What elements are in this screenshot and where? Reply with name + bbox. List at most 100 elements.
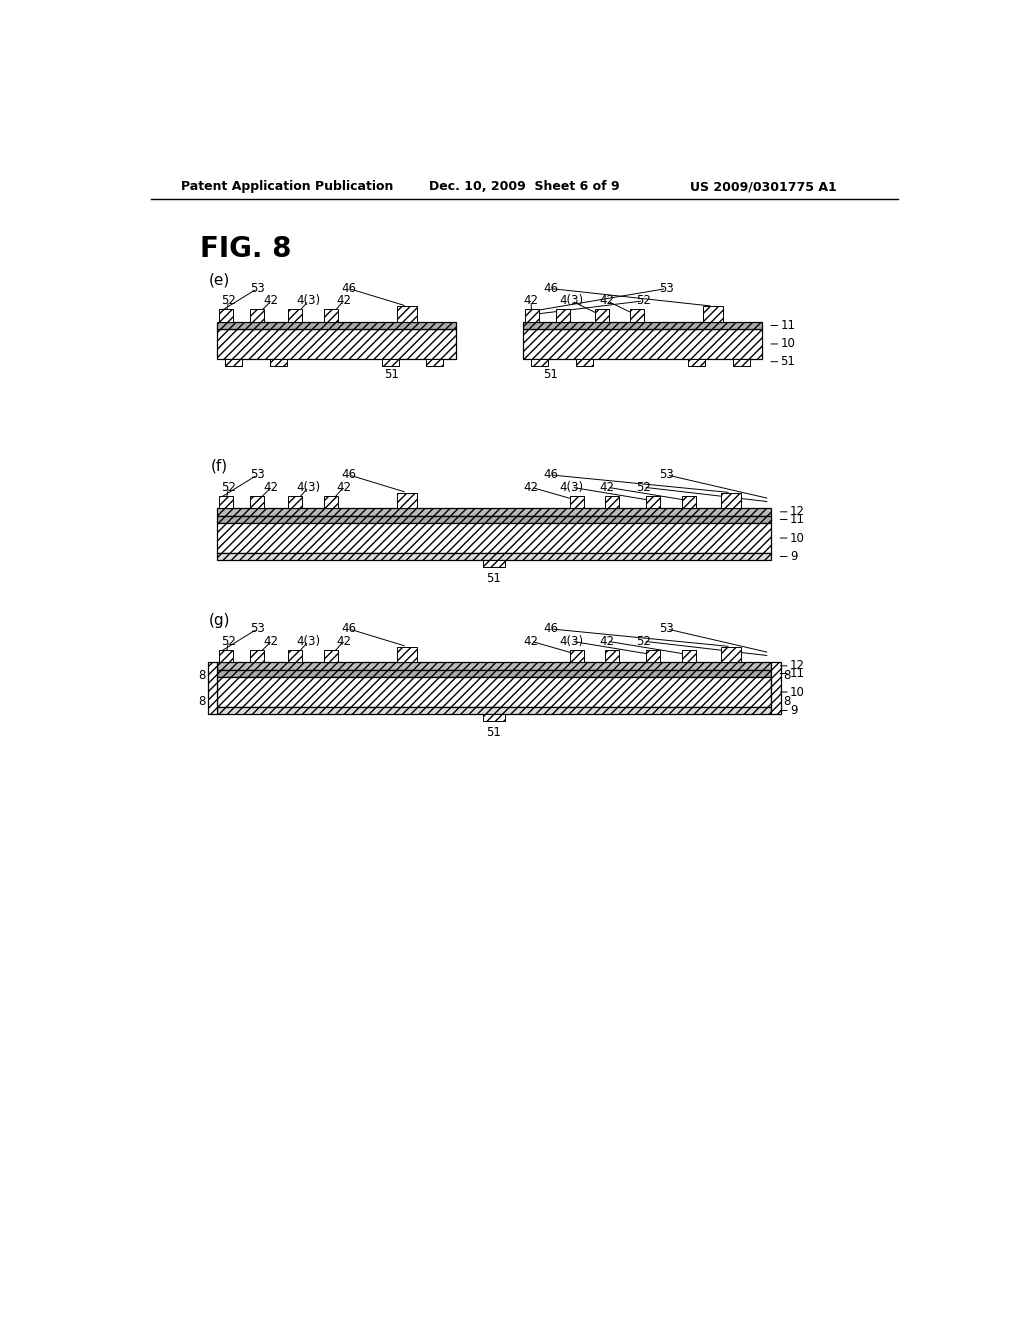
Text: 52: 52 [221,294,237,308]
Bar [531,359,548,366]
Bar [270,359,287,366]
Text: 42: 42 [523,294,539,308]
Bar [771,663,780,714]
Text: 42: 42 [264,480,279,494]
Bar [324,496,338,508]
Text: 11: 11 [780,319,796,333]
Text: 42: 42 [523,480,539,494]
Bar [208,663,217,714]
Bar [688,359,706,366]
Bar [217,553,771,561]
Bar [604,496,618,508]
Text: 10: 10 [780,338,796,351]
Bar [556,309,569,322]
Text: 9: 9 [790,550,798,564]
Text: 46: 46 [543,469,558,482]
Text: 46: 46 [543,282,558,296]
Text: 4(3): 4(3) [297,635,321,648]
Bar [569,649,584,663]
Bar [397,647,417,663]
Text: 9: 9 [790,704,798,717]
Bar [483,560,505,568]
Bar [397,492,417,508]
Bar [569,496,584,508]
Text: 11: 11 [790,667,805,680]
Text: Dec. 10, 2009  Sheet 6 of 9: Dec. 10, 2009 Sheet 6 of 9 [429,181,621,194]
Text: (e): (e) [209,272,230,288]
Text: 53: 53 [659,469,674,482]
Text: 42: 42 [336,480,351,494]
Bar [703,306,723,322]
Text: 4(3): 4(3) [297,480,321,494]
Text: (g): (g) [209,612,230,628]
Text: 42: 42 [264,635,279,648]
Bar [721,492,741,508]
Text: 42: 42 [599,294,614,308]
Text: 10: 10 [790,685,805,698]
Bar [732,359,750,366]
Bar [595,309,608,322]
Text: 53: 53 [250,282,265,296]
Bar [217,516,771,524]
Bar [217,706,771,714]
Text: 46: 46 [341,622,356,635]
Bar [289,649,302,663]
Text: 12: 12 [790,659,805,672]
Bar [630,309,644,322]
Bar [250,649,263,663]
Text: 8: 8 [783,694,791,708]
Text: FIG. 8: FIG. 8 [200,235,292,263]
Bar [217,508,771,516]
Bar [523,322,762,330]
Bar [219,496,232,508]
Bar [250,309,263,322]
Text: 52: 52 [636,294,651,308]
Bar [324,649,338,663]
Bar [250,496,263,508]
Text: 4(3): 4(3) [297,294,321,308]
Bar [219,649,232,663]
Text: 52: 52 [636,635,651,648]
Text: 8: 8 [198,668,206,681]
Text: 51: 51 [543,368,558,381]
Bar [721,647,741,663]
Bar [217,669,771,677]
Text: 4(3): 4(3) [559,480,584,494]
Text: Patent Application Publication: Patent Application Publication [180,181,393,194]
Bar [217,677,771,706]
Text: 12: 12 [790,506,805,519]
Bar [524,309,539,322]
Text: 51: 51 [780,355,796,368]
Bar [219,309,232,322]
Text: 10: 10 [790,532,805,545]
Text: (f): (f) [211,459,228,474]
Bar [217,524,771,553]
Text: 42: 42 [523,635,539,648]
Bar [682,649,696,663]
Bar [289,496,302,508]
Text: 4(3): 4(3) [559,294,584,308]
Bar [682,496,696,508]
Bar [426,359,443,366]
Bar [217,330,456,359]
Text: 42: 42 [599,480,614,494]
Text: 46: 46 [341,469,356,482]
Text: 52: 52 [221,480,237,494]
Bar [217,663,771,669]
Bar [575,359,593,366]
Text: 52: 52 [221,635,237,648]
Text: 53: 53 [250,469,265,482]
Bar [483,714,505,721]
Bar [646,496,659,508]
Text: 4(3): 4(3) [559,635,584,648]
Text: 53: 53 [659,282,674,296]
Bar [324,309,338,322]
Text: 51: 51 [384,368,399,381]
Text: 11: 11 [790,513,805,527]
Text: 8: 8 [198,694,206,708]
Bar [289,309,302,322]
Text: 46: 46 [543,622,558,635]
Text: 42: 42 [336,635,351,648]
Bar [523,330,762,359]
Text: 53: 53 [250,622,265,635]
